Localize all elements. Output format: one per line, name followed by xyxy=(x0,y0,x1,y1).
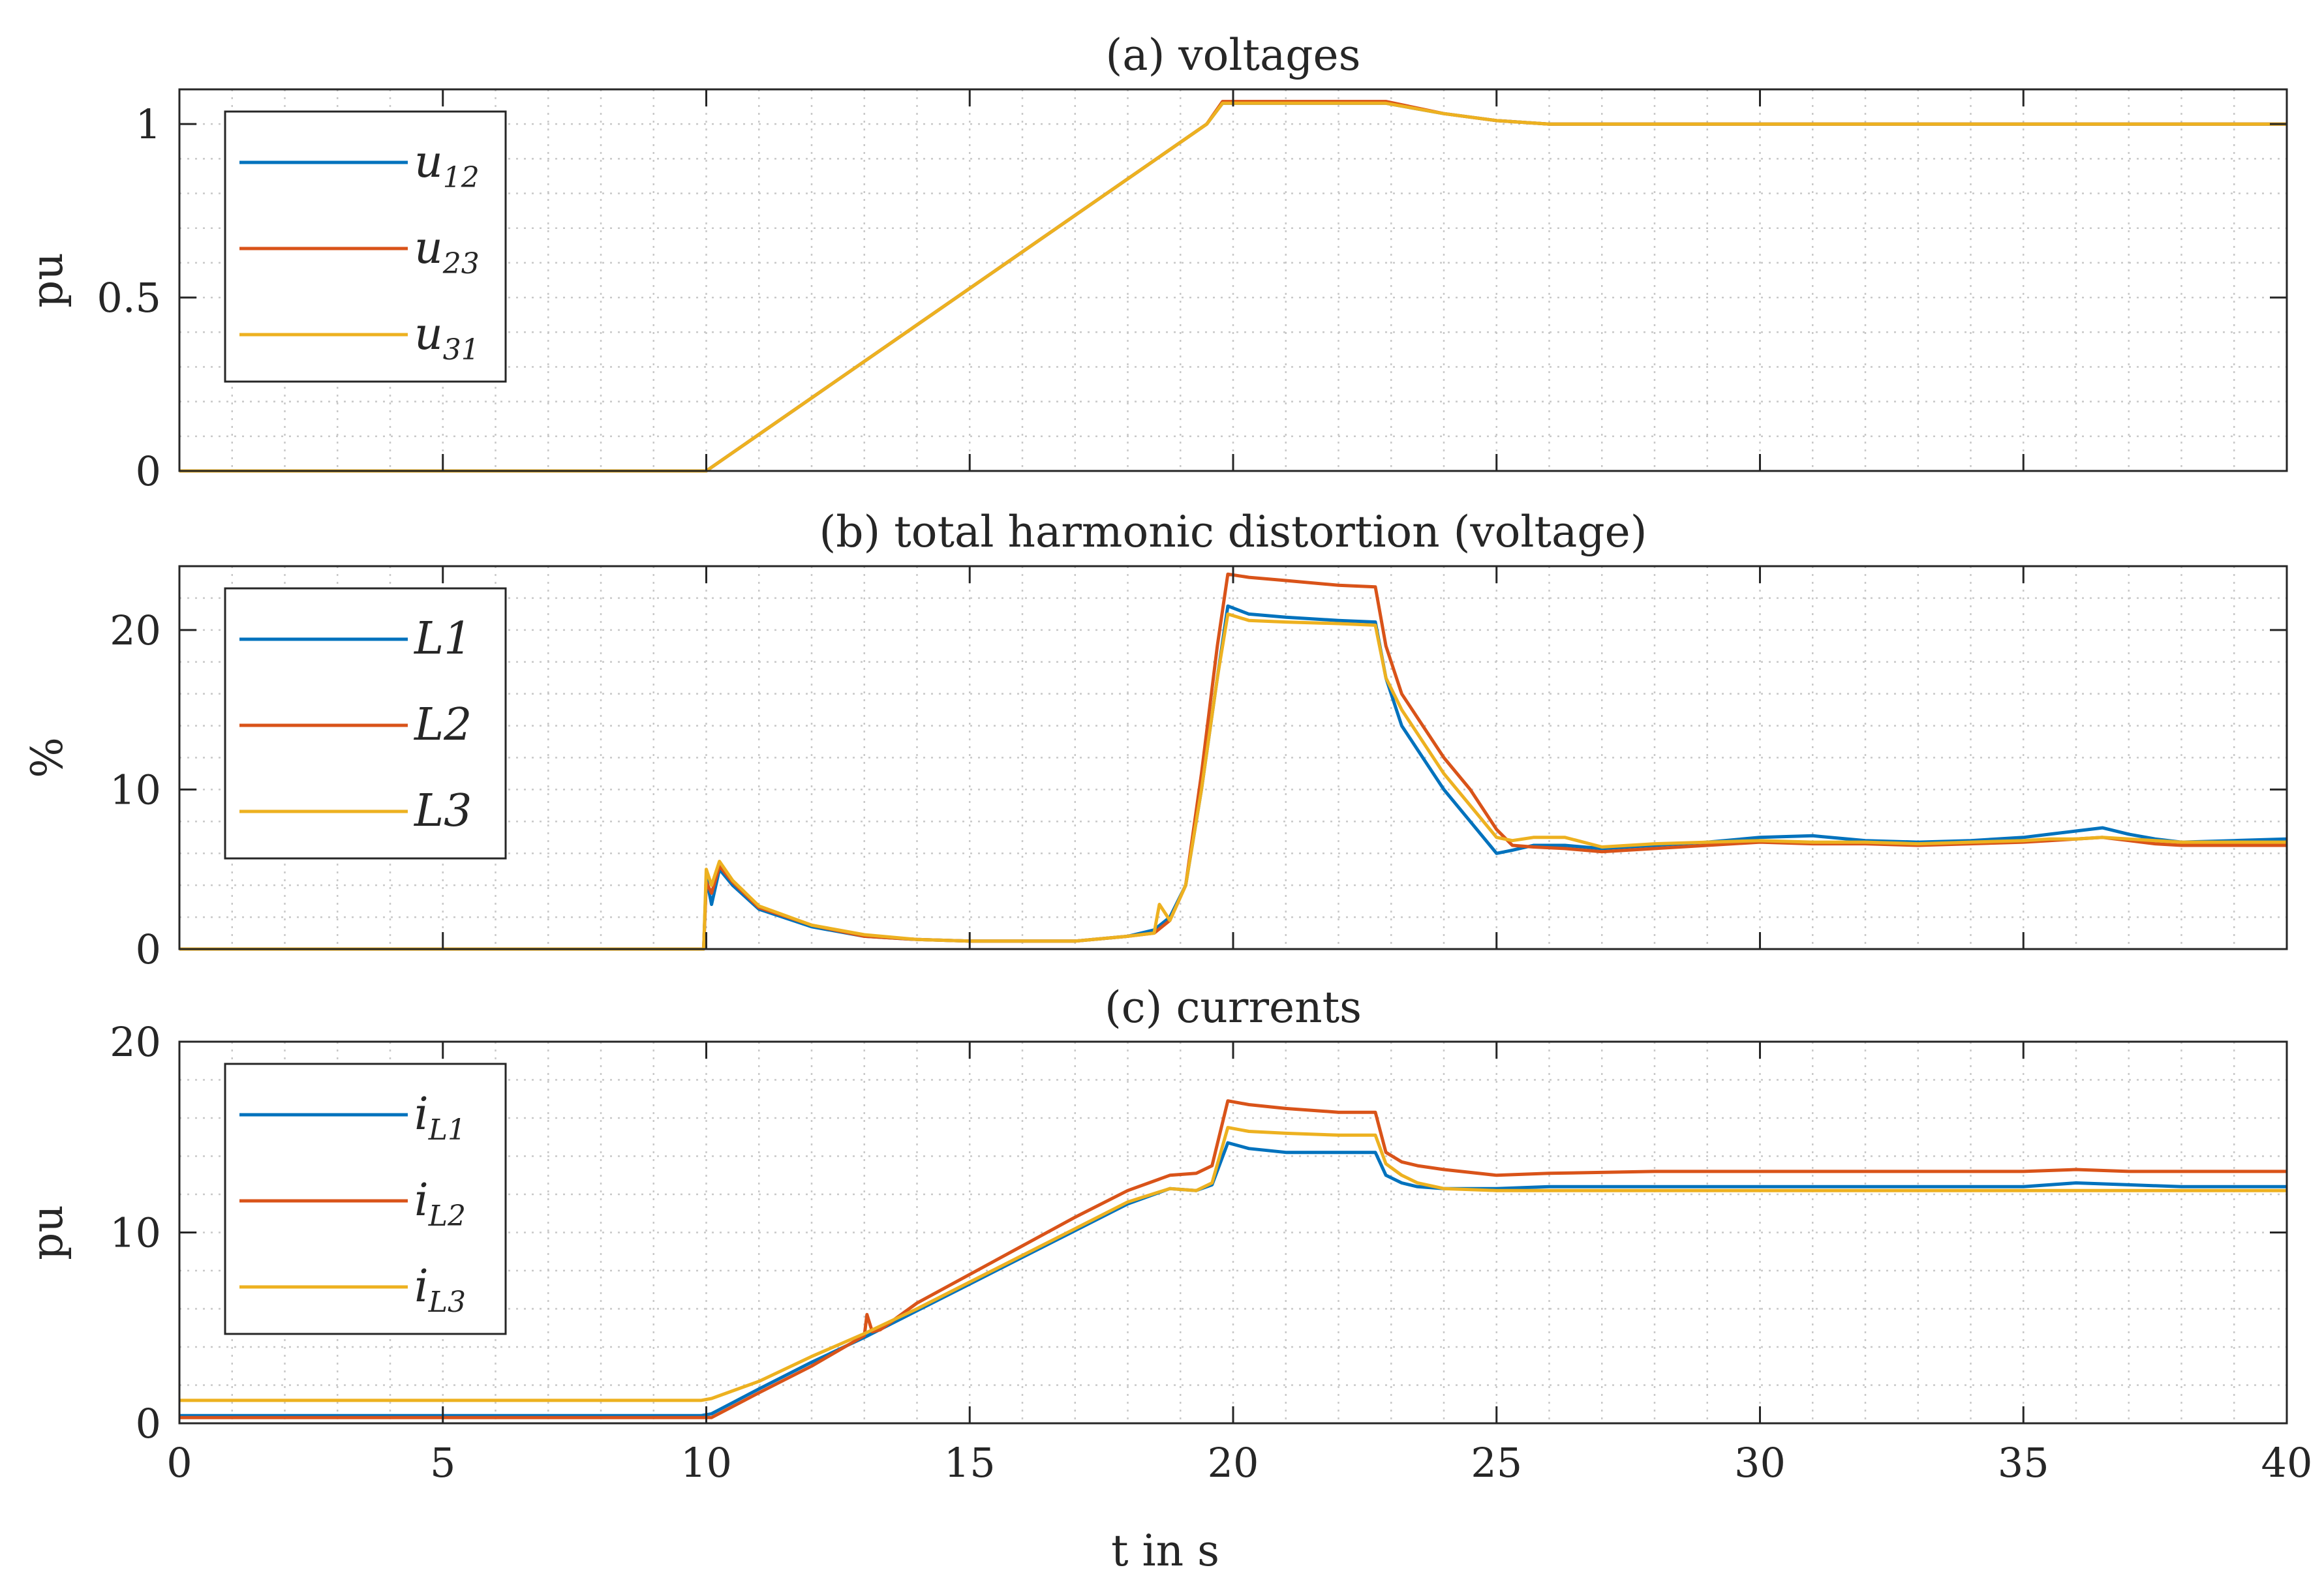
x-tick-label: 35 xyxy=(1998,1439,2049,1487)
y-axis-label: pu xyxy=(22,1205,72,1260)
y-tick-label: 1 xyxy=(136,100,161,148)
x-tick-label: 40 xyxy=(2261,1439,2313,1487)
series-line-iL2 xyxy=(179,1099,2287,1419)
panel-title: (c) currents xyxy=(1105,982,1362,1033)
legend-subscript: 23 xyxy=(442,247,480,280)
x-tick-label: 30 xyxy=(1734,1439,1786,1487)
x-axis-label: t in s xyxy=(1111,1526,1219,1576)
x-tick-label: 10 xyxy=(680,1439,732,1487)
x-tick-label: 20 xyxy=(1208,1439,1259,1487)
x-tick-label: 0 xyxy=(166,1439,192,1487)
y-tick-label: 0.5 xyxy=(97,274,161,322)
y-tick-label: 20 xyxy=(110,607,161,654)
series-line-iL3 xyxy=(179,1126,2287,1402)
x-tick-label: 5 xyxy=(430,1439,455,1487)
panel-title: (b) total harmonic distortion (voltage) xyxy=(819,507,1647,557)
x-tick-label: 25 xyxy=(1471,1439,1522,1487)
y-tick-label: 10 xyxy=(110,766,161,813)
legend-label-L3: L3 xyxy=(413,785,472,837)
panel-currents: 0 5 10 15 20 25 30 35 40 0 10 20 (c) currents pu iL1iL… xyxy=(22,982,2312,1487)
legend-subscript: L3 xyxy=(428,1286,466,1319)
legend-box xyxy=(224,587,507,860)
y-tick-label: 0 xyxy=(136,447,161,495)
x-tick-label: 15 xyxy=(944,1439,996,1487)
legend: L1 L2 L3 xyxy=(224,587,507,860)
legend-subscript: L1 xyxy=(428,1113,466,1147)
y-tick-label: 10 xyxy=(110,1209,161,1257)
y-axis-label: pu xyxy=(22,252,72,308)
y-tick-label: 20 xyxy=(110,1018,161,1066)
legend-subscript: L2 xyxy=(428,1200,466,1233)
legend-label-L2: L2 xyxy=(413,699,472,751)
panel-title: (a) voltages xyxy=(1105,30,1360,80)
series-line-L3 xyxy=(179,612,2287,951)
series-line-u31 xyxy=(179,101,2287,473)
panel-thd-voltage: 0 10 20 (b) total harmonic distortion (volt… xyxy=(22,507,2288,973)
legend-label-L1: L1 xyxy=(413,613,472,665)
legend-subscript: 31 xyxy=(443,333,480,367)
y-tick-label: 0 xyxy=(136,926,161,973)
legend-box xyxy=(224,1063,507,1335)
legend-subscript: 12 xyxy=(443,161,480,194)
legend-box xyxy=(224,110,507,383)
grid xyxy=(179,89,2287,471)
y-axis-label: % xyxy=(22,737,72,778)
y-tick-label: 0 xyxy=(136,1400,161,1447)
